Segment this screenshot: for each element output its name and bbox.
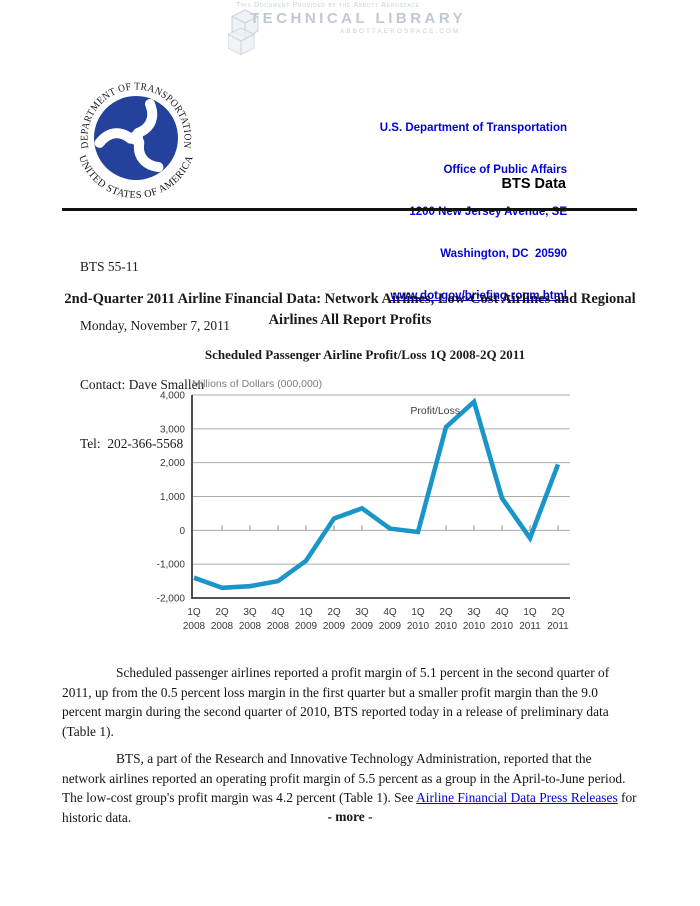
chart-x-tick-quarter: 4Q bbox=[383, 607, 397, 618]
chart-x-tick-year: 2008 bbox=[211, 621, 234, 632]
chart-x-tick-year: 2011 bbox=[519, 621, 541, 632]
chart-x-tick-quarter: 1Q bbox=[411, 607, 425, 618]
chart-x-tick-year: 2008 bbox=[239, 621, 262, 632]
bts-data-label: BTS Data bbox=[501, 176, 566, 192]
chart-x-tick-year: 2009 bbox=[351, 621, 374, 632]
airline-financial-data-press-releases-link[interactable]: Airline Financial Data Press Releases bbox=[416, 790, 618, 806]
more-marker: - more - bbox=[327, 809, 373, 824]
header-divider-rule bbox=[62, 208, 637, 211]
chart-x-tick-quarter: 3Q bbox=[467, 607, 481, 618]
seal-triskelion-icon bbox=[94, 99, 164, 173]
release-phone: Tel: 202-366-5568 bbox=[80, 435, 184, 451]
chart-x-tick-quarter: 1Q bbox=[523, 607, 537, 618]
address-line-city: Washington, DC 20590 bbox=[440, 248, 567, 260]
chart-y-tick-label: 0 bbox=[179, 526, 185, 537]
chart-x-tick-year: 2011 bbox=[547, 621, 569, 632]
release-info-block: BTS 55-11 Monday, November 7, 2011 Conta… bbox=[80, 218, 230, 473]
chart-title: Scheduled Passenger Airline Profit/Loss … bbox=[204, 347, 526, 362]
banner-technical-library-text: TECHNICAL LIBRARY bbox=[250, 10, 467, 27]
chart-x-tick-quarter: 2Q bbox=[215, 607, 229, 618]
chart-y-tick-label: 4,000 bbox=[160, 391, 185, 402]
profit-loss-line-chart: Millions of Dollars (000,000) -2,000 -1,00… bbox=[157, 378, 570, 632]
headline: 2nd-Quarter 2011 Airline Financial Data:… bbox=[64, 291, 636, 328]
banner-website-text: ABBOTTAEROSPACE.COM bbox=[340, 28, 461, 35]
chart-x-tick-quarter: 2Q bbox=[327, 607, 341, 618]
chart-x-tick-year: 2009 bbox=[295, 621, 318, 632]
paragraph-2-text-after: for historic data. bbox=[62, 790, 637, 825]
body-paragraph-2: BTS, a part of the Research and Innovati… bbox=[62, 749, 638, 827]
chart-y-axis-unit-label: Millions of Dollars (000,000) bbox=[192, 378, 322, 390]
chart-x-tick-quarter: 2Q bbox=[439, 607, 453, 618]
chart-y-tick-label: -2,000 bbox=[157, 594, 186, 605]
chart-x-tick-year: 2009 bbox=[323, 621, 346, 632]
banner-provided-by-text: This Document Provided by the Abbott Aer… bbox=[236, 2, 420, 9]
chart-x-tick-quarter: 1Q bbox=[187, 607, 201, 618]
chart-y-tick-label: 3,000 bbox=[160, 424, 185, 435]
chart-x-tick-quarter: 3Q bbox=[243, 607, 257, 618]
chart-x-tick-quarter: 1Q bbox=[299, 607, 313, 618]
chart-y-tick-label: -1,000 bbox=[157, 560, 186, 571]
chart-x-tick-year: 2010 bbox=[435, 621, 458, 632]
chart-x-tick-year: 2010 bbox=[491, 621, 514, 632]
chart-y-tick-label: 2,000 bbox=[160, 458, 185, 469]
chart-x-tick-quarter: 3Q bbox=[355, 607, 369, 618]
address-line-department: U.S. Department of Transportation bbox=[379, 122, 567, 134]
chart-x-tick-year: 2008 bbox=[183, 621, 206, 632]
release-contact: Contact: Dave Smallen bbox=[80, 376, 205, 392]
profit-loss-series-line bbox=[193, 397, 561, 591]
letterhead-address-block: U.S. Department of Transportation Office… bbox=[380, 93, 567, 317]
paragraph-2-text-before: BTS, a part of the Research and Innovati… bbox=[62, 751, 626, 806]
address-line-office: Office of Public Affairs bbox=[443, 164, 567, 176]
provider-banner: This Document Provided by the Abbott Aer… bbox=[228, 2, 478, 56]
chart-x-tick-year: 2010 bbox=[407, 621, 430, 632]
chart-x-tick-year: 2009 bbox=[379, 621, 402, 632]
series-label: Profit/Loss bbox=[410, 405, 460, 417]
chart-x-tick-year: 2010 bbox=[463, 621, 486, 632]
dot-seal-logo: DEPARTMENT OF TRANSPORTATION UNITED STAT… bbox=[76, 81, 195, 201]
briefing-room-link[interactable]: www.dot.gov/briefing-room.html bbox=[390, 290, 567, 302]
chart-y-tick-label: 1,000 bbox=[160, 492, 185, 503]
release-date: Monday, November 7, 2011 bbox=[80, 317, 230, 333]
chart-x-tick-quarter: 4Q bbox=[271, 607, 285, 618]
chart-x-tick-quarter: 2Q bbox=[551, 607, 565, 618]
release-number: BTS 55-11 bbox=[80, 259, 139, 275]
body-paragraph-1: Scheduled passenger airlines reported a … bbox=[62, 665, 610, 739]
chart-x-tick-quarter: 4Q bbox=[495, 607, 509, 618]
chart-x-tick-year: 2008 bbox=[267, 621, 290, 632]
